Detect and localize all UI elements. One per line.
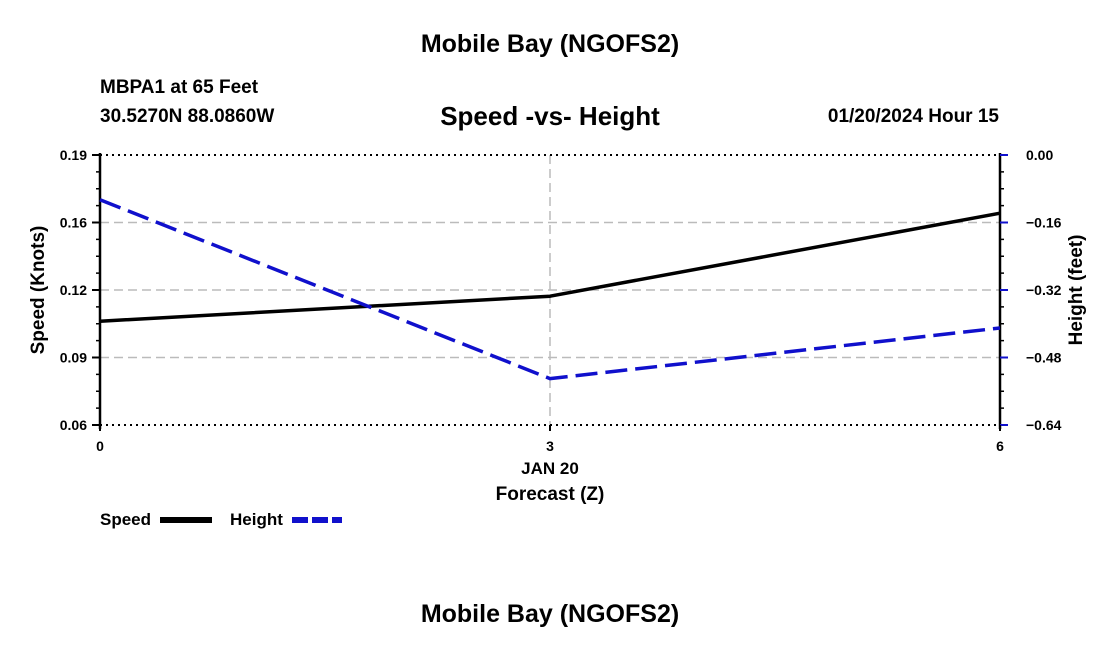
legend-label-speed: Speed: [100, 510, 151, 529]
y-axis-label-right: Height (feet): [1066, 235, 1087, 346]
x-tick-label: 3: [546, 438, 554, 454]
y-axis-label-left: Speed (Knots): [28, 226, 49, 355]
x-axis-sublabel: JAN 20: [521, 459, 579, 478]
y-tick-label-right: −0.32: [1026, 282, 1062, 298]
y-tick-label-left: 0.09: [60, 350, 87, 366]
series-layer: [99, 198, 1001, 381]
y-tick-label-left: 0.16: [60, 215, 87, 231]
x-axis-label: Forecast (Z): [496, 484, 605, 505]
x-tick-label: 0: [96, 438, 104, 454]
y-tick-label-right: −0.48: [1026, 350, 1062, 366]
footer-title: Mobile Bay (NGOFS2): [420, 600, 680, 628]
y-tick-label-left: 0.19: [60, 147, 87, 163]
page-title: Mobile Bay (NGOFS2): [420, 30, 680, 58]
y-tick-label-right: −0.64: [1026, 417, 1062, 433]
grid-layer: [100, 155, 1000, 425]
series-line-speed: [99, 211, 1001, 323]
station-label: MBPA1 at 65 Feet: [100, 77, 259, 98]
series-line-height: [99, 198, 1001, 381]
legend: Speed Height: [100, 510, 342, 529]
y-tick-label-left: 0.12: [60, 282, 87, 298]
axes-layer: 0.06 −0.64 0.09 −0.48 0.12 −0.32 0.16 −0.16 0.19…: [60, 147, 1062, 454]
y-tick-label-right: −0.16: [1026, 215, 1062, 231]
station-coordinates: 30.5270N 88.0860W: [100, 106, 275, 127]
y-tick-label-right: 0.00: [1026, 147, 1053, 163]
x-tick-label: 6: [996, 438, 1004, 454]
y-tick-label-left: 0.06: [60, 417, 87, 433]
legend-label-height: Height: [230, 510, 283, 529]
forecast-datetime: 01/20/2024 Hour 15: [827, 106, 999, 127]
chart-title: Speed -vs- Height: [440, 101, 660, 131]
